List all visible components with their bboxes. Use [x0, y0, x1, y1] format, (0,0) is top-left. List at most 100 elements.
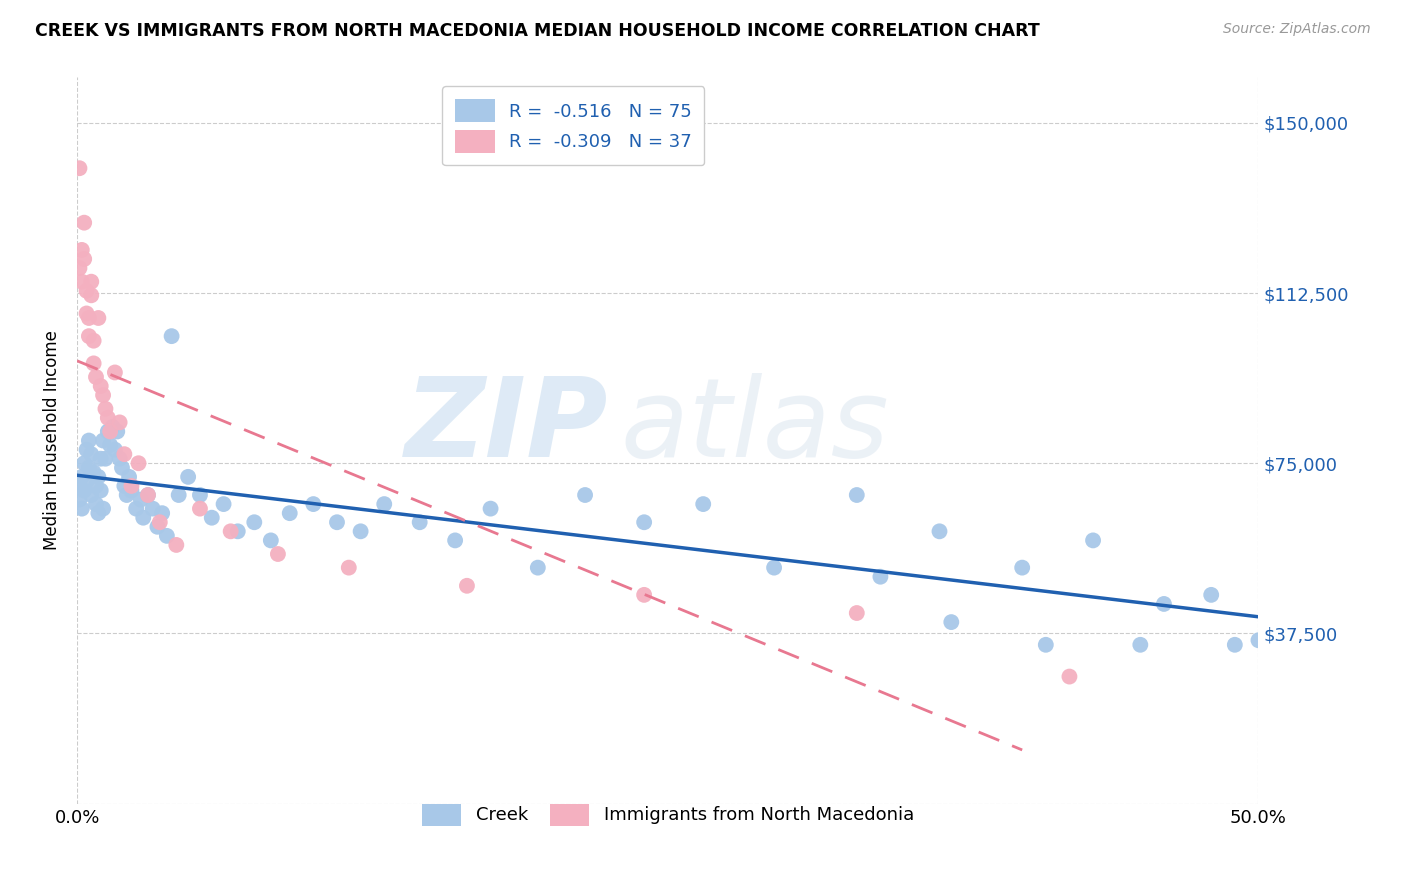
Point [101, 420, 124, 434]
Point [115, 488, 138, 502]
Point [104, 442, 127, 457]
Point [142, 501, 165, 516]
Point [91, 501, 114, 516]
Point [84, 479, 107, 493]
Point [83, 356, 105, 370]
Point [633, 588, 655, 602]
Point [73, 216, 96, 230]
Text: CREEK VS IMMIGRANTS FROM NORTH MACEDONIA MEDIAN HOUSEHOLD INCOME CORRELATION CHA: CREEK VS IMMIGRANTS FROM NORTH MACEDONIA… [35, 22, 1040, 40]
Point [76, 442, 98, 457]
Point [70, 275, 93, 289]
Point [1153, 597, 1175, 611]
Point [104, 366, 127, 380]
Point [201, 510, 224, 524]
Point [167, 488, 190, 502]
Point [108, 451, 131, 466]
Point [112, 479, 135, 493]
Point [70, 243, 93, 257]
Point [212, 497, 235, 511]
Point [337, 560, 360, 574]
Text: Source: ZipAtlas.com: Source: ZipAtlas.com [1223, 22, 1371, 37]
Point [77, 329, 100, 343]
Y-axis label: Median Household Income: Median Household Income [44, 331, 60, 550]
Point [129, 492, 152, 507]
Point [76, 306, 98, 320]
Point [73, 483, 96, 498]
Point [1199, 588, 1222, 602]
Point [77, 460, 100, 475]
Point [136, 488, 159, 502]
Legend: Creek, Immigrants from North Macedonia: Creek, Immigrants from North Macedonia [412, 795, 924, 835]
Point [87, 506, 110, 520]
Point [941, 615, 963, 629]
Point [91, 388, 114, 402]
Point [69, 492, 91, 507]
Point [90, 451, 112, 466]
Point [91, 434, 114, 448]
Point [111, 460, 134, 475]
Point [94, 451, 117, 466]
Point [243, 515, 266, 529]
Point [574, 488, 596, 502]
Point [326, 515, 349, 529]
Point [76, 475, 98, 489]
Point [845, 488, 868, 502]
Point [869, 570, 891, 584]
Point [80, 488, 103, 502]
Point [94, 401, 117, 416]
Point [136, 488, 159, 502]
Point [267, 547, 290, 561]
Point [1059, 669, 1081, 683]
Point [105, 425, 128, 439]
Point [84, 370, 107, 384]
Point [156, 529, 179, 543]
Point [692, 497, 714, 511]
Point [118, 470, 141, 484]
Point [87, 470, 110, 484]
Point [278, 506, 301, 520]
Point [90, 379, 112, 393]
Point [128, 456, 150, 470]
Point [1247, 633, 1270, 648]
Point [928, 524, 950, 539]
Point [76, 284, 98, 298]
Point [527, 560, 550, 574]
Point [845, 606, 868, 620]
Point [1035, 638, 1057, 652]
Text: ZIP: ZIP [405, 373, 609, 480]
Point [73, 252, 96, 266]
Point [80, 275, 103, 289]
Point [188, 488, 211, 502]
Point [77, 310, 100, 325]
Point [69, 479, 91, 493]
Point [83, 334, 105, 348]
Point [132, 510, 155, 524]
Point [97, 425, 120, 439]
Point [165, 538, 187, 552]
Point [80, 288, 103, 302]
Point [188, 501, 211, 516]
Point [160, 329, 183, 343]
Point [177, 470, 200, 484]
Point [1223, 638, 1246, 652]
Point [98, 425, 121, 439]
Point [98, 438, 121, 452]
Point [90, 483, 112, 498]
Point [633, 515, 655, 529]
Point [763, 560, 786, 574]
Point [1011, 560, 1033, 574]
Point [302, 497, 325, 511]
Point [70, 470, 93, 484]
Point [77, 434, 100, 448]
Point [349, 524, 371, 539]
Point [70, 501, 93, 516]
Point [69, 161, 91, 176]
Point [120, 479, 142, 493]
Point [125, 501, 148, 516]
Point [408, 515, 430, 529]
Point [1081, 533, 1104, 548]
Point [84, 497, 107, 511]
Point [226, 524, 249, 539]
Point [373, 497, 395, 511]
Point [73, 456, 96, 470]
